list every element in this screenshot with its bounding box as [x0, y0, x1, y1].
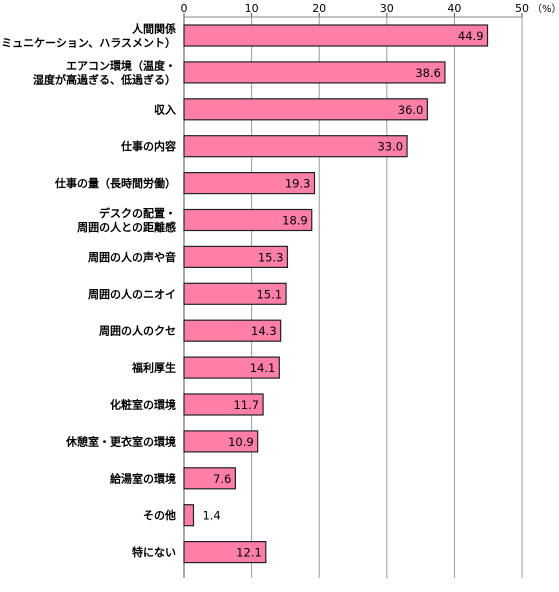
- data-label: 10.9: [228, 435, 254, 449]
- data-label: 11.7: [233, 398, 259, 412]
- x-tick-label: 50: [515, 2, 529, 15]
- category-label: 周囲の人の声や音: [88, 250, 176, 264]
- x-tick-label: 10: [245, 2, 259, 15]
- bar: [183, 172, 316, 195]
- bar: [183, 393, 264, 416]
- bar: [183, 208, 313, 232]
- category-label: 福利厚生: [131, 361, 176, 375]
- data-label: 18.9: [282, 214, 308, 228]
- label-layer: 44.9 人間関係（コミュニケーション、ハラスメント） 38.6 エアコン環境（温度・…: [0, 22, 484, 560]
- data-label: 44.9: [458, 29, 484, 43]
- bar: [183, 282, 287, 305]
- data-label: 15.3: [258, 250, 284, 264]
- category-label: 収入: [154, 103, 176, 116]
- bar: [183, 430, 259, 453]
- category-label: （コミュニケーション、ハラスメント）: [0, 37, 176, 50]
- x-tick-label: 30: [380, 2, 394, 15]
- bar: [183, 245, 289, 268]
- category-label: 周囲の人との距離感: [77, 220, 176, 234]
- bar: [183, 319, 282, 342]
- bar: [183, 540, 267, 564]
- bar: [183, 24, 489, 47]
- category-label: 人間関係: [132, 22, 176, 36]
- data-label: 38.6: [415, 66, 441, 80]
- data-label: 15.1: [256, 287, 282, 301]
- data-label: 36.0: [398, 103, 424, 117]
- bar: [183, 135, 408, 158]
- x-tick-label: 40: [447, 2, 461, 15]
- data-label: 19.3: [285, 177, 311, 191]
- data-label: 33.0: [377, 140, 403, 154]
- category-label: 仕事の内容: [120, 139, 176, 153]
- category-label: 周囲の人のクセ: [99, 324, 176, 338]
- category-label: その他: [143, 508, 176, 522]
- data-label: 14.1: [250, 361, 276, 375]
- category-label: エアコン環境（温度・: [66, 58, 176, 72]
- category-label: 仕事の量（長時間労働）: [54, 176, 176, 190]
- category-label: 給湯室の環境: [110, 471, 176, 485]
- category-label: 休憩室・更衣室の環境: [65, 434, 176, 448]
- category-label: 周囲の人のニオイ: [88, 287, 176, 301]
- category-label: デスクの配置・: [99, 206, 176, 220]
- x-tick-label: 20: [312, 2, 326, 15]
- category-label: 特にない: [132, 545, 176, 559]
- data-label: 1.4: [202, 509, 220, 523]
- data-label: 7.6: [213, 472, 231, 486]
- bar: [183, 467, 236, 490]
- bar: [183, 61, 446, 84]
- bar: [183, 504, 195, 527]
- unit-label: （%）: [532, 3, 559, 15]
- data-label: 14.3: [251, 324, 277, 338]
- data-label: 12.1: [236, 546, 262, 560]
- category-label: 湿度が高過ぎる、低過ぎる）: [33, 72, 176, 86]
- x-tick-label: 0: [181, 2, 188, 15]
- bar: [183, 356, 280, 379]
- bar-layer: [183, 24, 489, 564]
- category-label: 化粧室の環境: [110, 398, 176, 412]
- bar: [183, 98, 428, 121]
